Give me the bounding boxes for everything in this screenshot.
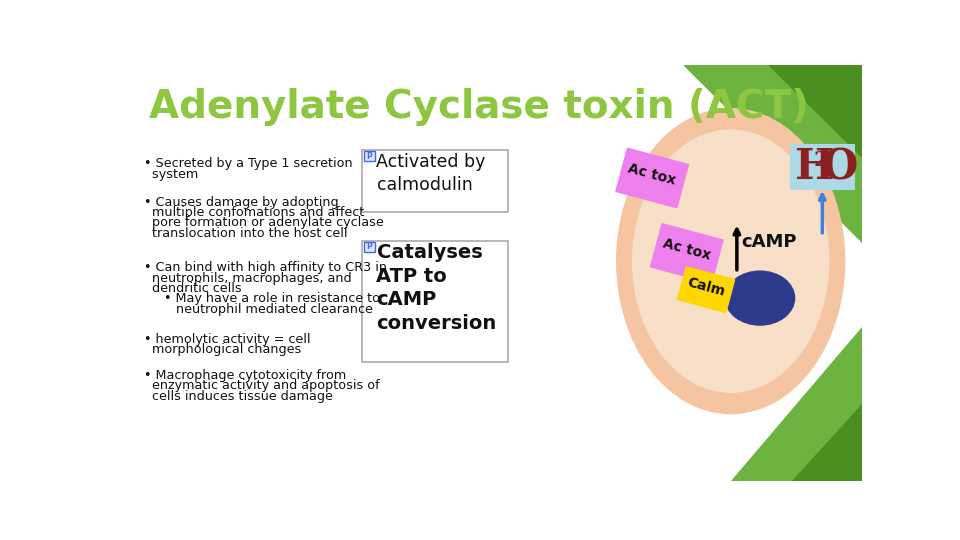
Text: morphological changes: morphological changes	[144, 343, 301, 356]
Polygon shape	[769, 65, 861, 157]
Text: system: system	[144, 167, 198, 180]
Text: Calm: Calm	[685, 275, 727, 299]
Text: Ac tox: Ac tox	[627, 161, 678, 187]
Text: neutrophil mediated clearance: neutrophil mediated clearance	[144, 303, 372, 316]
Text: translocation into the host cell: translocation into the host cell	[144, 227, 348, 240]
Text: multiple confomations and affect: multiple confomations and affect	[144, 206, 364, 219]
Text: cells induces tissue damage: cells induces tissue damage	[144, 390, 333, 403]
Text: • Can bind with high affinity to CR3 in: • Can bind with high affinity to CR3 in	[144, 261, 387, 274]
Polygon shape	[792, 403, 861, 481]
Text: enzymatic activity and apoptosis of: enzymatic activity and apoptosis of	[144, 379, 379, 393]
Text: 2: 2	[813, 150, 828, 170]
Polygon shape	[678, 267, 734, 313]
Polygon shape	[731, 327, 861, 481]
Text: • May have a role in resistance to: • May have a role in resistance to	[144, 292, 380, 305]
FancyBboxPatch shape	[790, 144, 854, 190]
Text: O: O	[822, 146, 858, 188]
Ellipse shape	[726, 271, 795, 325]
Polygon shape	[684, 65, 861, 242]
Text: neutrophils, macrophages, and: neutrophils, macrophages, and	[144, 272, 351, 285]
Text: • Causes damage by adopting: • Causes damage by adopting	[144, 195, 339, 208]
Text: H: H	[796, 146, 835, 188]
FancyBboxPatch shape	[362, 150, 508, 212]
FancyBboxPatch shape	[362, 241, 508, 362]
FancyBboxPatch shape	[364, 241, 374, 252]
Text: cAMP: cAMP	[741, 233, 797, 251]
Polygon shape	[616, 148, 688, 208]
Text: P: P	[367, 242, 372, 251]
Polygon shape	[651, 224, 723, 283]
Ellipse shape	[633, 130, 828, 392]
Text: • Secreted by a Type 1 secretion: • Secreted by a Type 1 secretion	[144, 157, 352, 170]
Text: • Macrophage cytotoxicity from: • Macrophage cytotoxicity from	[144, 369, 347, 382]
Text: Ac tox: Ac tox	[661, 237, 712, 263]
Text: Adenylate Cyclase toxin (ACT): Adenylate Cyclase toxin (ACT)	[150, 88, 809, 126]
Text: Activated by
calmodulin: Activated by calmodulin	[376, 153, 486, 194]
Text: Catalyses
ATP to
cAMP
conversion: Catalyses ATP to cAMP conversion	[376, 244, 496, 333]
Ellipse shape	[616, 109, 845, 414]
FancyBboxPatch shape	[364, 151, 374, 161]
Text: P: P	[367, 152, 372, 161]
Text: • hemolytic activity = cell: • hemolytic activity = cell	[144, 333, 310, 346]
Text: pore formation or adenylate cyclase: pore formation or adenylate cyclase	[144, 217, 384, 230]
Text: dendritic cells: dendritic cells	[144, 282, 242, 295]
